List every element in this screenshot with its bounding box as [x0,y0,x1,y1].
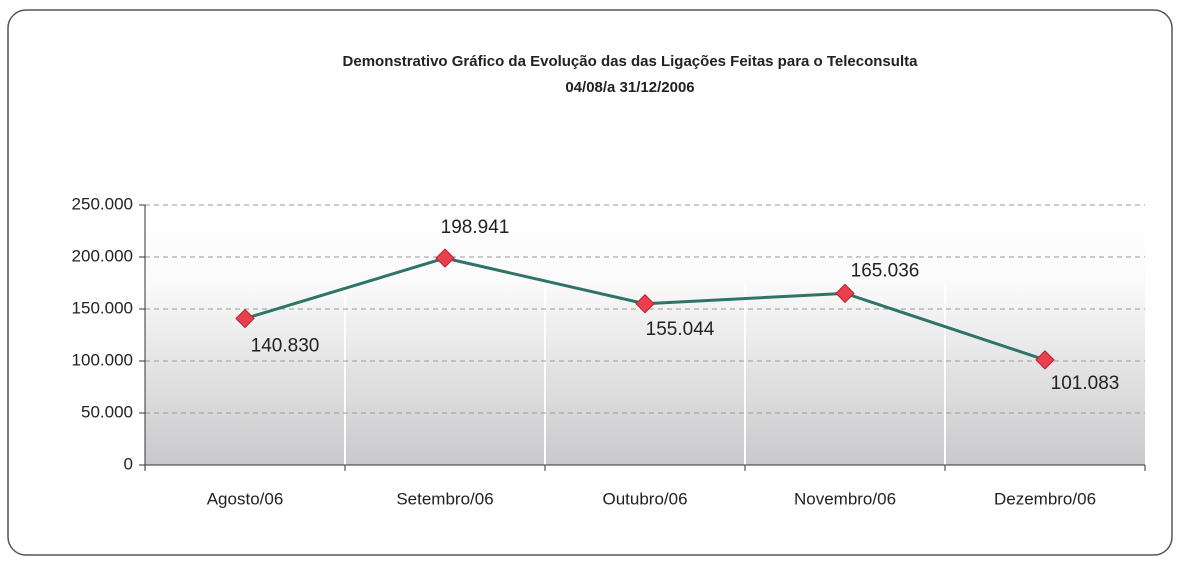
y-tick-label: 100.000 [72,350,133,369]
x-tick-label: Dezembro/06 [994,489,1096,508]
marker [1035,350,1055,370]
marker [235,308,255,329]
x-tick-label: Novembro/06 [794,489,896,508]
y-tick-label: 150.000 [72,298,133,317]
data-label: 140.830 [251,336,320,357]
data-label: 165.036 [851,260,920,281]
y-tick-label: 50.000 [81,402,133,421]
chart-title: Demonstrativo Gráfico da Evolução das da… [343,53,919,70]
x-tick-label: Outubro/06 [602,489,687,508]
data-label: 101.083 [1051,373,1120,394]
chart-subtitle: 04/08/a 31/12/2006 [565,79,694,96]
marker [635,294,655,314]
data-label: 198.941 [441,217,510,238]
marker [435,248,455,268]
y-tick-label: 0 [124,454,133,473]
x-tick-label: Setembro/06 [396,489,493,508]
marker [835,283,855,304]
plot-area [145,205,1145,465]
y-tick-label: 200.000 [72,246,133,265]
data-label: 155.044 [646,319,715,340]
y-tick-label: 250.000 [72,194,133,213]
x-tick-label: Agosto/06 [207,489,284,508]
